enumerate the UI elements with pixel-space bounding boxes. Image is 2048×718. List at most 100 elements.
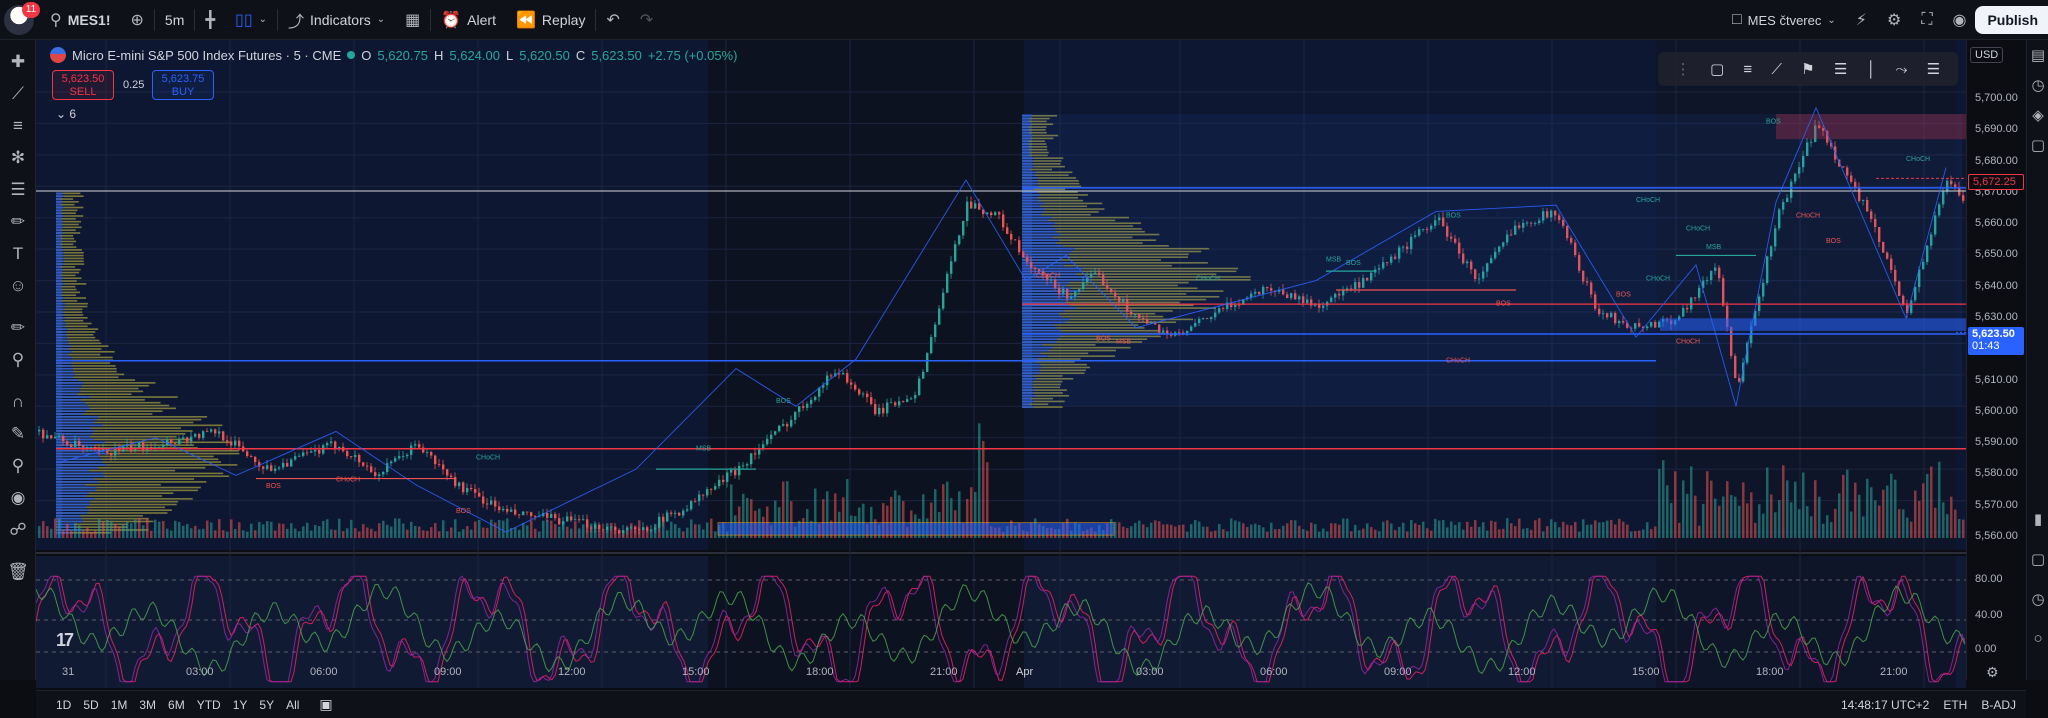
quick-search-button[interactable]: ⚡ [1846,0,1877,40]
adjustment-toggle[interactable]: B-ADJ [1981,698,2016,712]
range-button-1d[interactable]: 1D [56,697,72,712]
indicators-collapse-toggle[interactable]: ⌄ 6 [56,107,76,121]
range-button-1y[interactable]: 1Y [232,697,248,712]
path-tool-icon[interactable]: ⤳ [1895,60,1908,78]
volume-bar [1534,520,1537,538]
eye-icon[interactable]: ◉ [10,488,26,507]
indicators-button[interactable]: ⤴ Indicators ⌄ [278,0,395,40]
vertical-line-icon[interactable]: │ [1866,60,1877,78]
candle-body [770,434,773,439]
forecast-icon[interactable]: ☰ [10,180,26,199]
flag-tool-icon[interactable]: ⚑ [1801,61,1815,78]
emoji-icon[interactable]: ☺ [9,276,27,295]
bar-style-button[interactable]: ╋ [195,0,225,40]
lock-icon[interactable]: ⚲ [11,456,25,475]
date-range-icon[interactable]: ▣ [319,696,333,712]
drag-handle-icon[interactable]: ⋮ [1675,61,1691,78]
chart-side-icon[interactable]: ▮ [2033,511,2043,528]
brush-icon[interactable]: ✏ [10,212,26,231]
volume-profile-left [56,418,202,421]
volume-profile-left [56,348,102,350]
volume-bar [826,491,829,538]
hotlist-icon[interactable]: ▢ [2030,551,2046,568]
volume-profile-left [56,464,238,466]
tradingview-logo-icon[interactable]: 17 [56,630,74,650]
candle-body [1134,314,1137,316]
range-button-3m[interactable]: 3M [139,697,157,712]
candle-body [1954,184,1957,187]
help-icon[interactable]: ○ [2033,630,2043,647]
undo-button[interactable]: ↶ [596,0,629,40]
range-button-all[interactable]: All [286,697,300,712]
fib-icon[interactable]: ≡ [13,116,23,135]
watchlist-icon[interactable]: ▤ [2030,47,2046,64]
compare-symbol-button[interactable]: ⊕ [121,0,154,40]
layers-icon[interactable]: ◈ [2032,107,2044,124]
publish-button[interactable]: Publish [1975,6,2048,34]
candle-body [830,375,833,377]
range-button-1m[interactable]: 1M [110,697,128,712]
time-tick: 31 [62,666,75,678]
calendar-icon[interactable]: ◷ [2031,591,2045,608]
layout-button[interactable]: □ MES čtverec ⌄ [1722,0,1846,40]
snapshot-button[interactable]: ◉ [1943,0,1977,40]
candle-body [994,212,997,216]
templates-button[interactable]: ▦ [395,0,430,40]
candle-body [822,385,825,388]
price-axis[interactable] [1966,40,2026,680]
interval-button[interactable]: 5m [155,0,194,40]
trend-line-icon[interactable]: ⟋ [12,84,24,103]
volume-profile-left [56,427,181,429]
structure-label: BOS [1766,118,1781,125]
volume-bar [902,501,905,538]
crosshair-icon[interactable]: ✚ [10,52,26,71]
symbol-search-button[interactable]: ⚲ MES1! [40,0,121,40]
clock[interactable]: 14:48:17 UTC+2 [1840,698,1930,712]
candle-body [218,431,221,434]
volume-bar [1838,493,1841,538]
candle-body [1042,271,1045,275]
candle-style-button[interactable]: ▯▯ ⌄ [225,0,277,40]
axis-settings-icon[interactable]: ⚙ [1986,664,1999,680]
chart-pane[interactable]: CHoCH BOS CHoCH BOS MSB BOS CHoCH BOS MSB CHoCH MS… [36,40,2026,688]
volume-profile-left [56,271,80,274]
session-toggle[interactable]: ETH [1943,698,1968,712]
range-button-ytd[interactable]: YTD [196,697,221,712]
symbol-title[interactable]: Micro E-mini S&P 500 Index Futures · 5 ·… [72,47,342,63]
volume-bar [418,526,421,538]
candle-body [602,529,605,531]
currency-selector[interactable]: USD [1970,47,2004,63]
parallel-channel-icon[interactable]: ≡ [1743,60,1753,78]
ruler-icon[interactable]: ✏ [10,318,26,337]
settings-button[interactable]: ⚙ [1877,0,1911,40]
alert-button[interactable]: ⏰ Alert [431,0,506,40]
volume-profile-left-value-area [56,334,67,336]
candle-body [1682,307,1685,317]
buy-button[interactable]: 5,623.75 BUY [152,70,214,100]
chat-icon[interactable]: ▢ [2030,137,2046,154]
volume-bar [1870,487,1873,538]
redo-button[interactable]: ↷ [630,0,663,40]
alarm-icon[interactable]: ◷ [2031,77,2045,94]
lock-drawing-icon[interactable]: ✎ [10,424,26,443]
zoom-icon[interactable]: ⚲ [11,350,25,369]
volume-bar [550,520,553,538]
fib-tool-icon[interactable]: ☰ [1834,61,1848,78]
magnet-icon[interactable]: ∩ [11,392,25,411]
link-icon[interactable]: ☍ [9,520,27,539]
pattern-icon[interactable]: ✻ [10,148,26,167]
trash-icon[interactable]: 🗑 [7,562,29,581]
candle-body [1118,296,1121,302]
price-chart-canvas[interactable]: CHoCH BOS CHoCH BOS MSB BOS CHoCH BOS MSB CHoCH MS… [36,40,1966,688]
menu-icon[interactable]: ☰ [1926,61,1941,78]
range-button-5y[interactable]: 5Y [259,697,275,712]
fullscreen-button[interactable]: ⛶ [1911,0,1942,40]
replay-button[interactable]: ⏪ Replay [506,0,596,40]
range-button-5d[interactable]: 5D [83,697,99,712]
trend-line-tool-icon[interactable]: ⟋ [1771,60,1782,78]
candle-body [1202,318,1205,320]
rectangle-tool-icon[interactable]: ▢ [1709,61,1725,78]
sell-button[interactable]: 5,623.50 SELL [52,70,114,100]
text-icon[interactable]: T [12,244,24,263]
range-button-6m[interactable]: 6M [168,697,185,712]
